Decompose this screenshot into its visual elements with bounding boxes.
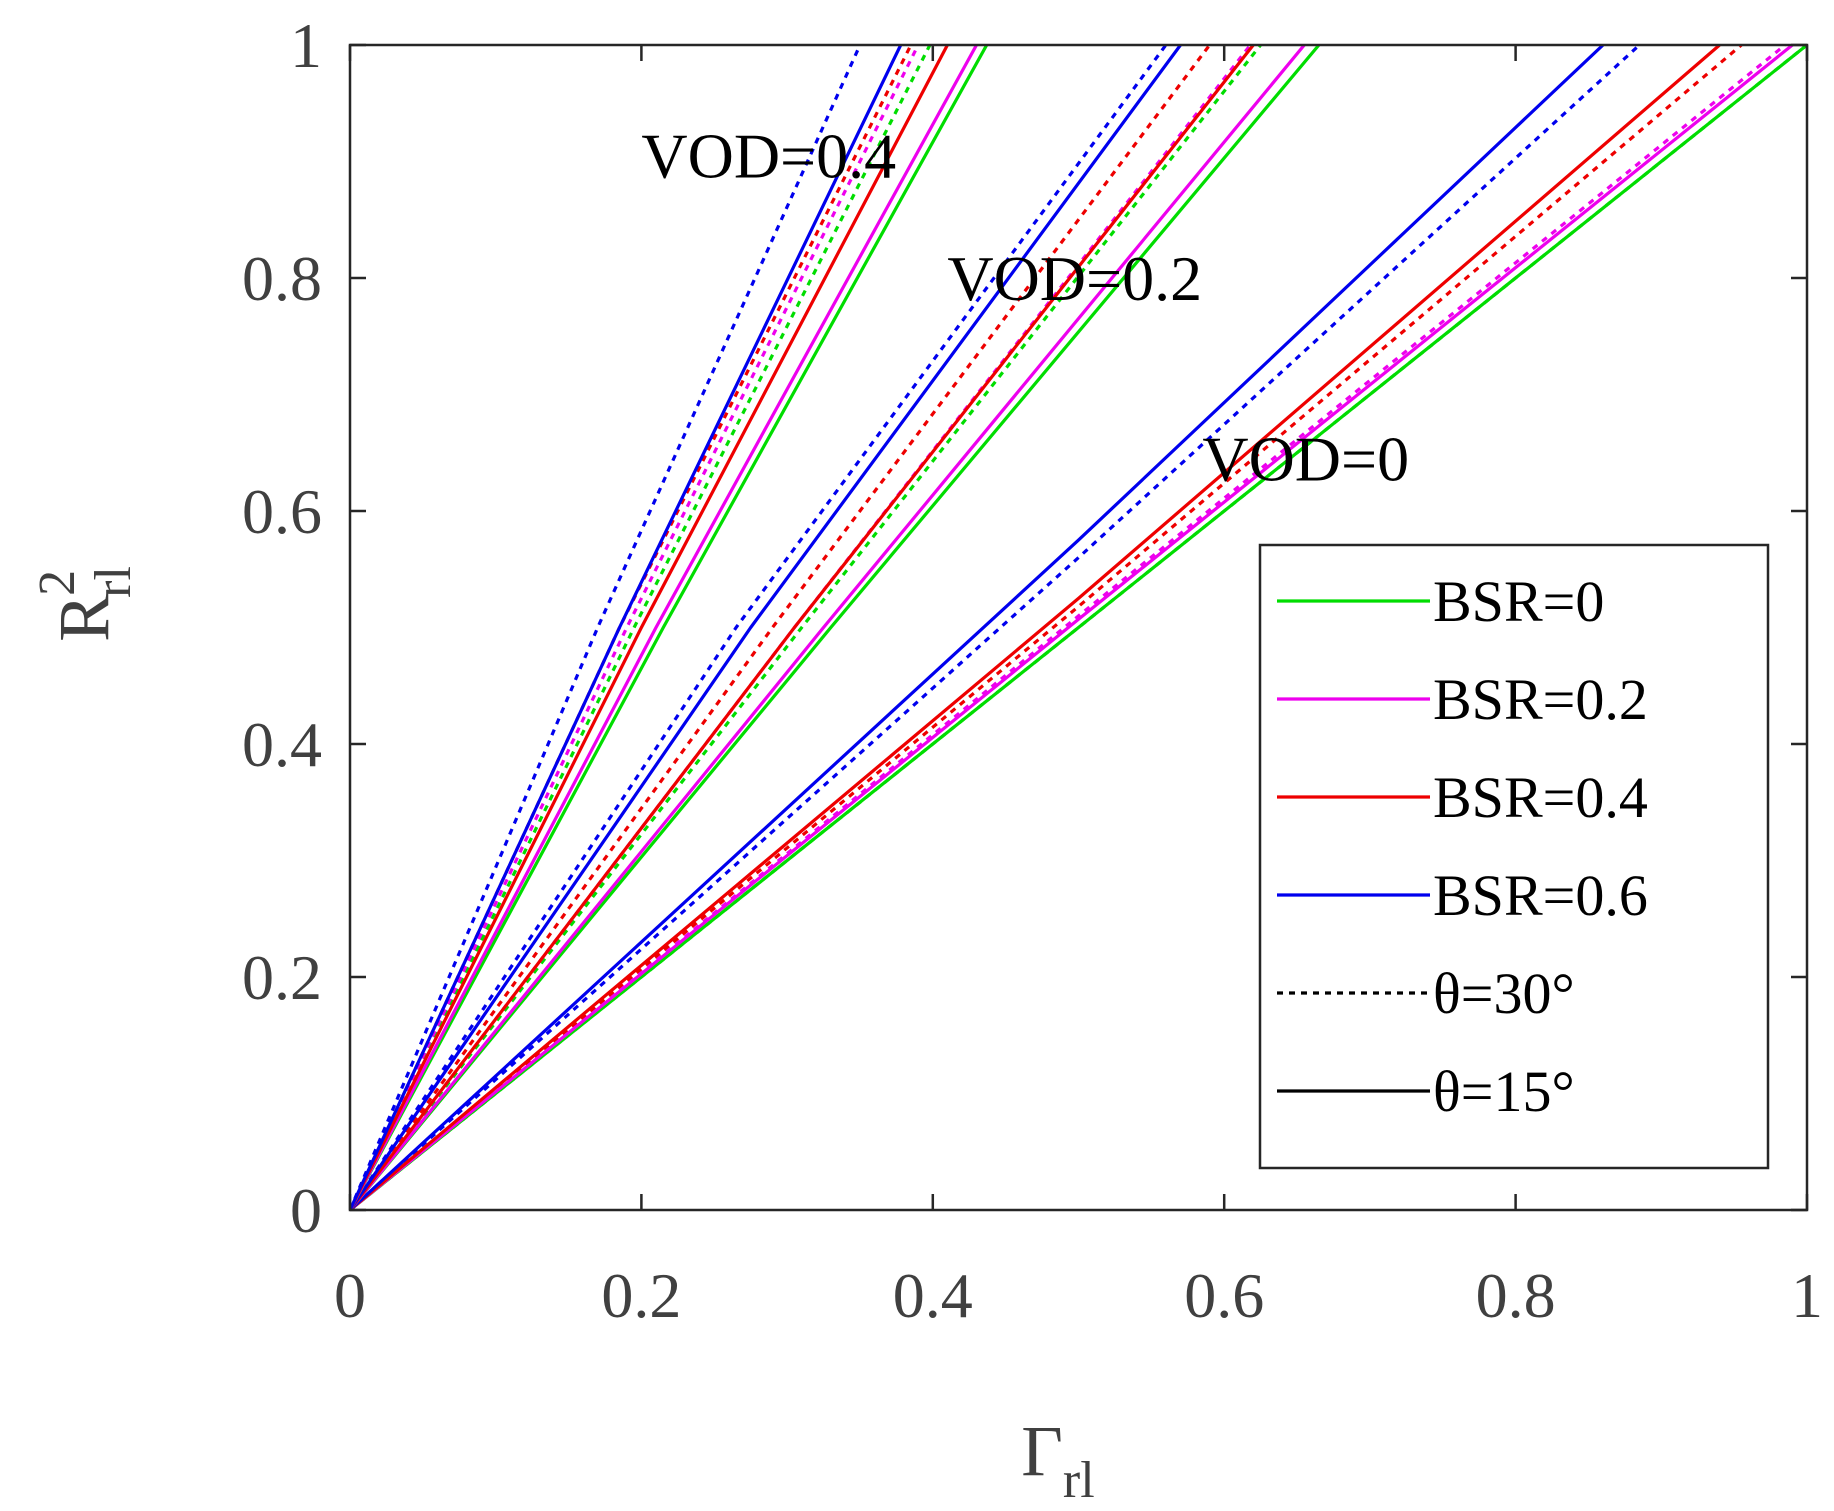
x-axis-label-sub: rl [1063,1452,1095,1509]
series-line-vod-0-bsr-0-4-30 [350,45,1743,1210]
y-tick-label: 0 [290,1175,322,1246]
legend-label-bsr-0: BSR=0 [1433,569,1604,634]
x-tick-label: 0.8 [1476,1260,1556,1331]
plot-frame [348,43,1809,1212]
legend-label-bsr-0-6: BSR=0.6 [1433,863,1648,928]
series-line-vod-0-2-bsr-0-4-30 [350,45,1211,1210]
x-tick-label: 0.2 [601,1260,681,1331]
y-axis-label: R2rl [29,566,142,642]
series-line-vod-0-bsr-0-2-15 [350,45,1794,1210]
annotation-vod-0: VOD=0 [1202,424,1409,495]
legend-label-bsr-0-4: BSR=0.4 [1433,765,1648,830]
series-line-vod-0-4-bsr-0-4-15 [350,45,949,1210]
x-axis-label-main: Γ [1021,1411,1063,1491]
legend: BSR=0 BSR=0.2 BSR=0.4 BSR=0.6 θ=30° θ=15° [1258,543,1770,1170]
annotation-vod-0-2: VOD=0.2 [947,243,1202,314]
x-tick-label: 0.4 [893,1260,973,1331]
annotation-vod-0-4: VOD=0.4 [641,121,896,192]
series-line-vod-0-2-bsr-0-30 [350,45,1262,1210]
legend-label-30: θ=30° [1433,961,1575,1026]
series-line-vod-0-2-bsr-0-4-15 [350,45,1255,1210]
series-line-vod-0-bsr-0-6-15 [350,45,1605,1210]
series-line-vod-0-4-bsr-0-6-15 [350,45,903,1210]
legend-label-bsr-0-2: BSR=0.2 [1433,667,1648,732]
legend-label-15: θ=15° [1433,1059,1575,1124]
series-layer [350,45,1807,1210]
y-axis-label-sup: 2 [29,570,86,596]
series-line-vod-0-2-bsr-0-15 [350,45,1321,1210]
series-line-vod-0-4-bsr-0-2-15 [350,45,978,1210]
series-line-vod-0-2-bsr-0-6-30 [350,45,1168,1210]
y-axis-label-main: R [44,594,124,642]
y-tick-label: 0.8 [242,243,322,314]
series-line-vod-0-bsr-0-15 [350,45,1807,1210]
series-line-vod-0-4-bsr-0-6-30 [350,45,862,1210]
x-axis-label: Γrl [1021,1411,1094,1509]
y-tick-label: 0.2 [242,942,322,1013]
series-line-vod-0-bsr-0-6-30 [350,45,1641,1210]
series-line-vod-0-4-bsr-0-15 [350,45,989,1210]
series-line-vod-0-2-bsr-0-6-15 [350,45,1182,1210]
y-axis-label-sub: rl [85,566,142,598]
series-line-vod-0-bsr-0-4-15 [350,45,1721,1210]
x-tick-label: 1 [1791,1260,1823,1331]
legend-box [1258,543,1770,1170]
x-tick-label: 0.6 [1184,1260,1264,1331]
annotation-layer: VOD=0.4 VOD=0.2 VOD=0 [641,121,1409,495]
tick-layer: 0 0.2 0.4 0.6 0.8 1 0 0.2 0.4 0.6 0.8 1 [242,10,1823,1331]
x-tick-label: 0 [334,1260,366,1331]
y-tick-label: 1 [290,10,322,81]
series-line-vod-0-4-bsr-0-30 [350,45,932,1210]
y-tick-label: 0.6 [242,476,322,547]
series-line-vod-0-2-bsr-0-2-15 [350,45,1306,1210]
y-tick-label: 0.4 [242,709,322,780]
